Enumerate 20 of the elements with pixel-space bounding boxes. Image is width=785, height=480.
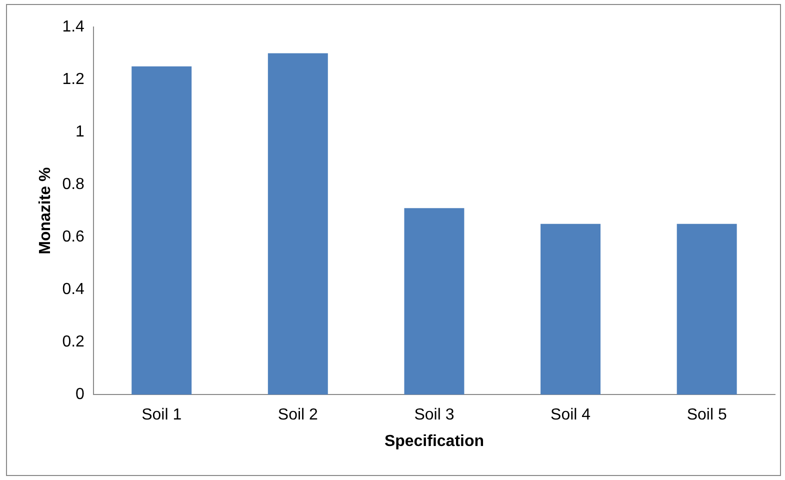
bar	[676, 224, 737, 395]
bar	[540, 224, 601, 395]
y-tick-label: 1.2	[62, 70, 85, 88]
bar	[132, 66, 192, 395]
bar	[268, 53, 328, 395]
x-tick-label: Soil 4	[550, 406, 591, 424]
x-tick-label: Soil 2	[278, 406, 318, 424]
y-tick-label: 1	[76, 123, 85, 140]
y-tick-label: 1.4	[62, 18, 85, 36]
y-tick-label: 0.4	[62, 280, 85, 298]
x-tick-label: Soil 5	[686, 406, 727, 424]
bar	[404, 208, 464, 395]
x-axis-title: Specification	[384, 432, 484, 450]
y-tick-label: 0.8	[62, 176, 85, 193]
x-tick-label: Soil 1	[142, 406, 182, 424]
y-tick-label: 0	[76, 386, 85, 404]
y-tick-label: 0.2	[62, 333, 85, 350]
x-tick-label: Soil 3	[414, 406, 454, 424]
y-axis-title: Monazite %	[37, 167, 54, 254]
y-tick-label: 0.6	[62, 228, 85, 246]
